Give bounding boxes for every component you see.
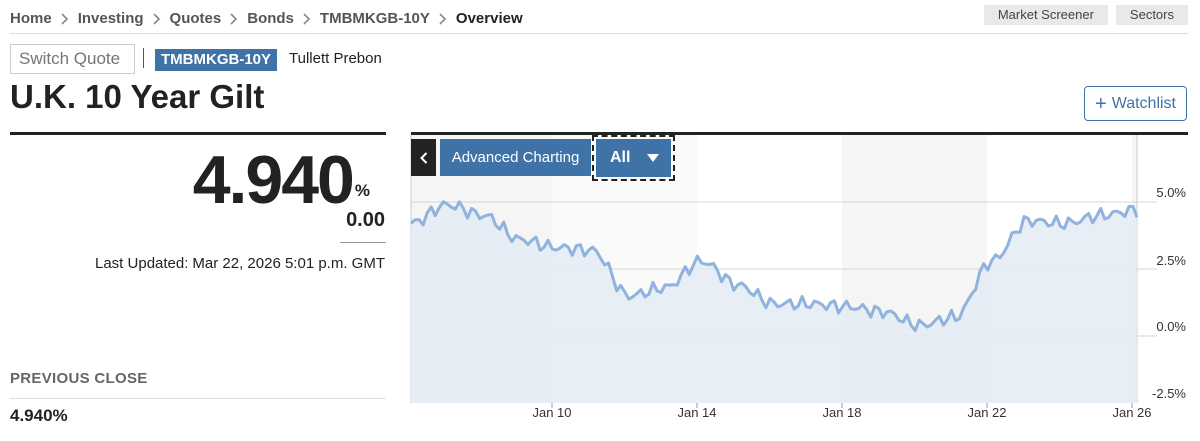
breadcrumb: Home Investing Quotes Bonds TMBMKGB-10Y … (10, 8, 523, 28)
chevron-left-icon (419, 151, 427, 164)
last-updated: Last Updated: Mar 22, 2026 5:01 p.m. GMT (95, 255, 385, 272)
breadcrumb-overview: Overview (455, 9, 523, 27)
y-tick-label: 2.5% (1156, 253, 1186, 268)
advanced-charting-button[interactable]: Advanced Charting (440, 139, 591, 176)
y-tick-label: 5.0% (1156, 185, 1186, 200)
divider (143, 48, 144, 68)
quote-panel-rule (10, 132, 386, 135)
price-value: 4.940 (192, 142, 355, 218)
ticker-badge: TMBMKGB-10Y (155, 49, 278, 71)
header-divider (10, 33, 1188, 34)
y-tick-label: 0.0% (1156, 319, 1186, 334)
quote-source: Tullett Prebon (289, 50, 382, 67)
x-tick-label: Jan 14 (677, 405, 716, 420)
chart-rule (411, 132, 1188, 135)
breadcrumb-home[interactable]: Home (10, 9, 52, 27)
range-selected-value: All (610, 149, 631, 166)
chevron-right-icon (144, 10, 170, 27)
x-tick-label: Jan 26 (1112, 405, 1151, 420)
series-line (410, 200, 1139, 333)
x-tick-label: Jan 18 (822, 405, 861, 420)
last-updated-value: Mar 22, 2026 5:01 p.m. GMT (192, 255, 385, 272)
range-select-inner: All (596, 139, 671, 177)
x-tick-label: Jan 22 (967, 405, 1006, 420)
breadcrumb-quotes[interactable]: Quotes (169, 9, 222, 27)
page-title: U.K. 10 Year Gilt (10, 78, 265, 115)
breadcrumb-ticker[interactable]: TMBMKGB-10Y (319, 9, 430, 27)
chevron-right-icon (52, 10, 78, 27)
breadcrumb-bonds[interactable]: Bonds (247, 9, 294, 27)
change-divider (340, 242, 386, 243)
x-tick-label: Jan 10 (532, 405, 571, 420)
price-change: 0.00 (346, 209, 385, 231)
price-display: 4.940 % (193, 141, 370, 219)
price-unit: % (354, 181, 370, 200)
previous-close-label: PREVIOUS CLOSE (10, 370, 148, 387)
last-updated-label: Last Updated: (95, 255, 189, 272)
caret-down-icon (647, 154, 659, 162)
plus-icon: + (1095, 92, 1107, 115)
watchlist-label: Watchlist (1111, 94, 1176, 112)
previous-close-divider (10, 398, 386, 399)
previous-close-value: 4.940% (10, 406, 68, 425)
top-buttons: Market Screener Sectors (983, 5, 1188, 25)
breadcrumb-investing[interactable]: Investing (77, 9, 144, 27)
sectors-button[interactable]: Sectors (1115, 5, 1188, 25)
range-select[interactable]: All (592, 135, 675, 181)
market-screener-button[interactable]: Market Screener (983, 5, 1108, 25)
chevron-right-icon (430, 10, 456, 27)
chevron-right-icon (221, 10, 247, 27)
watchlist-button[interactable]: + Watchlist (1084, 86, 1187, 121)
chart-collapse-button[interactable] (411, 139, 436, 176)
chevron-right-icon (294, 10, 320, 27)
y-tick-label: -2.5% (1152, 386, 1186, 401)
switch-quote-input[interactable] (10, 44, 135, 74)
